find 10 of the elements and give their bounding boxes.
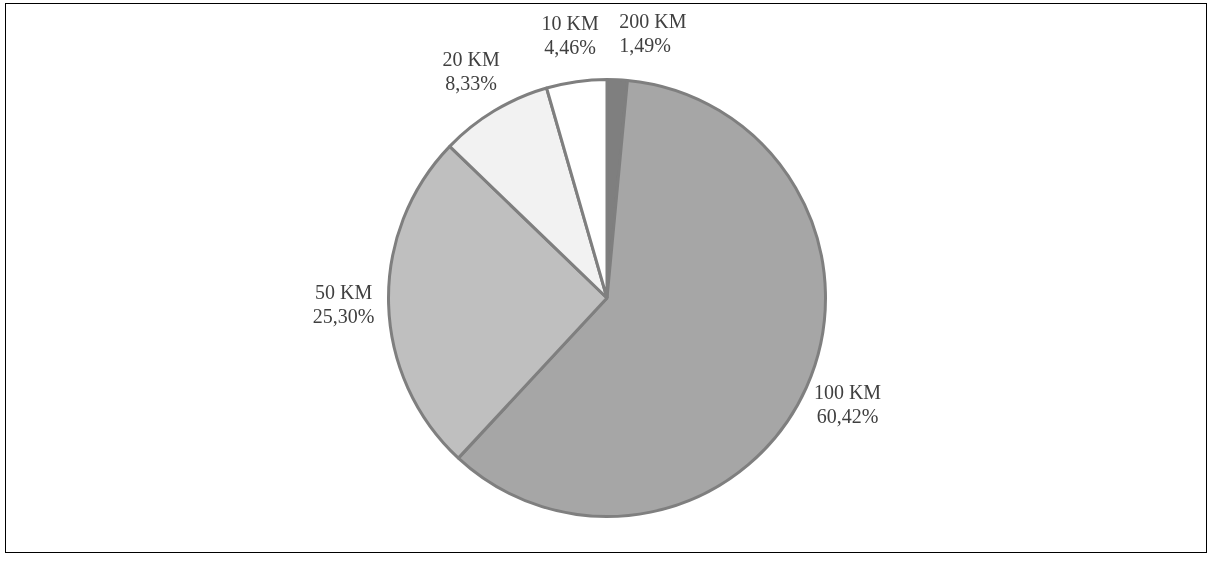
slice-label: 100 KM	[813, 380, 882, 403]
slice-label: 20 KM	[442, 47, 500, 70]
slice-label: 50 KM	[314, 280, 373, 303]
data-label: 4,46%	[544, 36, 597, 59]
slice-label: 200 KM	[619, 10, 687, 33]
data-label: 8,33%	[445, 71, 497, 94]
slice-label: 10 KM	[541, 12, 600, 35]
data-label: 1,49%	[619, 34, 671, 57]
data-label: 25,30%	[312, 304, 375, 327]
data-label: 60,42%	[816, 404, 879, 427]
